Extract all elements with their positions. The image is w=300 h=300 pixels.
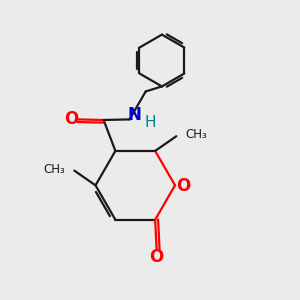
Text: O: O [176,177,190,195]
Text: CH₃: CH₃ [43,163,65,176]
Text: O: O [64,110,78,128]
Text: H: H [145,115,157,130]
Text: N: N [128,106,142,124]
Text: O: O [149,248,164,266]
Text: CH₃: CH₃ [186,128,208,141]
